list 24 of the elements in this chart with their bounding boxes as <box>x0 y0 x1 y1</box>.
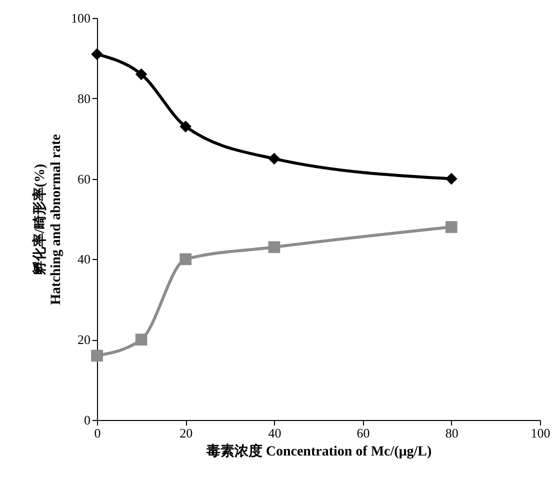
point <box>91 48 103 60</box>
point <box>135 334 148 346</box>
x-tick-label: 60 <box>356 426 370 440</box>
y-tick-label: 100 <box>71 10 90 26</box>
x-tick-label: 100 <box>530 426 550 440</box>
x-axis-title: 毒素浓度 Concentration of Mc/(μg/L) <box>205 442 432 460</box>
point <box>268 241 280 254</box>
x-tick-label: 0 <box>94 426 101 440</box>
y-tick-label: 20 <box>78 332 90 348</box>
y-tick-label: 60 <box>78 171 90 186</box>
point <box>445 221 458 233</box>
point <box>135 68 148 80</box>
point <box>180 120 192 132</box>
x-tick-label: 80 <box>445 426 458 440</box>
y-axis-title: 孵化率/畸形率(%) Hatching and abnormal rate <box>31 134 64 305</box>
x-tick-label: 20 <box>180 426 193 440</box>
point <box>91 350 103 362</box>
y-tick-label: 0 <box>84 412 90 428</box>
point <box>268 152 280 165</box>
y-tick-label: 80 <box>78 90 90 106</box>
x-tick-label: 40 <box>268 426 282 440</box>
y-tick-label: 40 <box>78 252 90 267</box>
point <box>445 172 458 185</box>
point <box>180 253 192 266</box>
